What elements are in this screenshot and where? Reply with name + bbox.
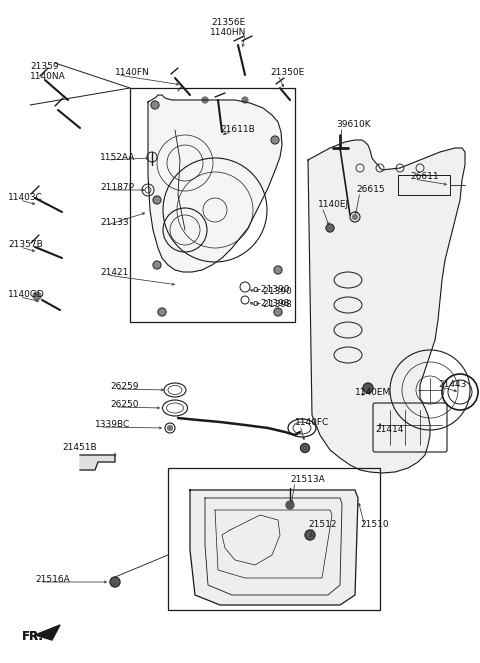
Text: 21421: 21421 [100, 268, 128, 277]
Circle shape [300, 444, 310, 453]
Text: 21187P: 21187P [100, 183, 134, 192]
Text: 26250: 26250 [110, 400, 139, 409]
Text: 21451B: 21451B [62, 443, 96, 452]
Text: FR.: FR. [22, 630, 44, 643]
Bar [168, 468, 380, 610]
Circle shape [168, 426, 172, 430]
Text: 26615: 26615 [356, 185, 384, 194]
Circle shape [305, 530, 315, 540]
Text: 1140EM: 1140EM [355, 388, 391, 397]
Text: 21513A: 21513A [290, 475, 325, 484]
Text: o-21398: o-21398 [252, 299, 289, 308]
Text: 21356E
1140HN: 21356E 1140HN [210, 18, 246, 37]
Text: 21443: 21443 [438, 380, 467, 389]
Bar [130, 88, 295, 322]
Circle shape [158, 308, 166, 316]
Text: o-21390: o-21390 [252, 285, 289, 294]
Text: 26259: 26259 [110, 382, 139, 391]
Text: 1339BC: 1339BC [95, 420, 130, 429]
Circle shape [274, 266, 282, 274]
Text: ◦ 21398: ◦ 21398 [255, 300, 292, 309]
Polygon shape [35, 625, 60, 640]
Text: 1140GD: 1140GD [8, 290, 45, 299]
Circle shape [151, 101, 159, 109]
Text: 1140FN: 1140FN [115, 68, 150, 77]
Text: 21133: 21133 [100, 218, 129, 227]
Circle shape [326, 224, 334, 232]
Text: FR.: FR. [22, 630, 44, 643]
Text: ◦ 21390: ◦ 21390 [255, 287, 292, 296]
Text: 21350E: 21350E [270, 68, 304, 77]
Circle shape [274, 308, 282, 316]
Text: 21414: 21414 [375, 425, 403, 434]
Circle shape [110, 577, 120, 587]
Text: 39610K: 39610K [336, 120, 371, 129]
Circle shape [271, 136, 279, 144]
Circle shape [352, 215, 358, 219]
Circle shape [242, 97, 248, 103]
Polygon shape [308, 140, 465, 473]
Polygon shape [148, 95, 282, 272]
Text: 21516A: 21516A [35, 575, 70, 584]
Polygon shape [190, 490, 358, 605]
Text: 21512: 21512 [308, 520, 336, 529]
Text: 11403C: 11403C [8, 193, 43, 202]
Circle shape [153, 261, 161, 269]
Text: 21359
1140NA: 21359 1140NA [30, 62, 66, 82]
Circle shape [286, 501, 294, 509]
Text: 21510: 21510 [360, 520, 389, 529]
Text: 21357B: 21357B [8, 240, 43, 249]
Circle shape [363, 383, 373, 393]
Circle shape [33, 292, 41, 300]
Text: 1152AA: 1152AA [100, 153, 135, 162]
Circle shape [153, 196, 161, 204]
Text: 26611: 26611 [410, 172, 439, 181]
Text: 1140FC: 1140FC [295, 418, 329, 427]
Polygon shape [80, 455, 115, 470]
Circle shape [202, 97, 208, 103]
Text: 1140EJ: 1140EJ [318, 200, 349, 209]
Text: 21611B: 21611B [220, 125, 255, 134]
